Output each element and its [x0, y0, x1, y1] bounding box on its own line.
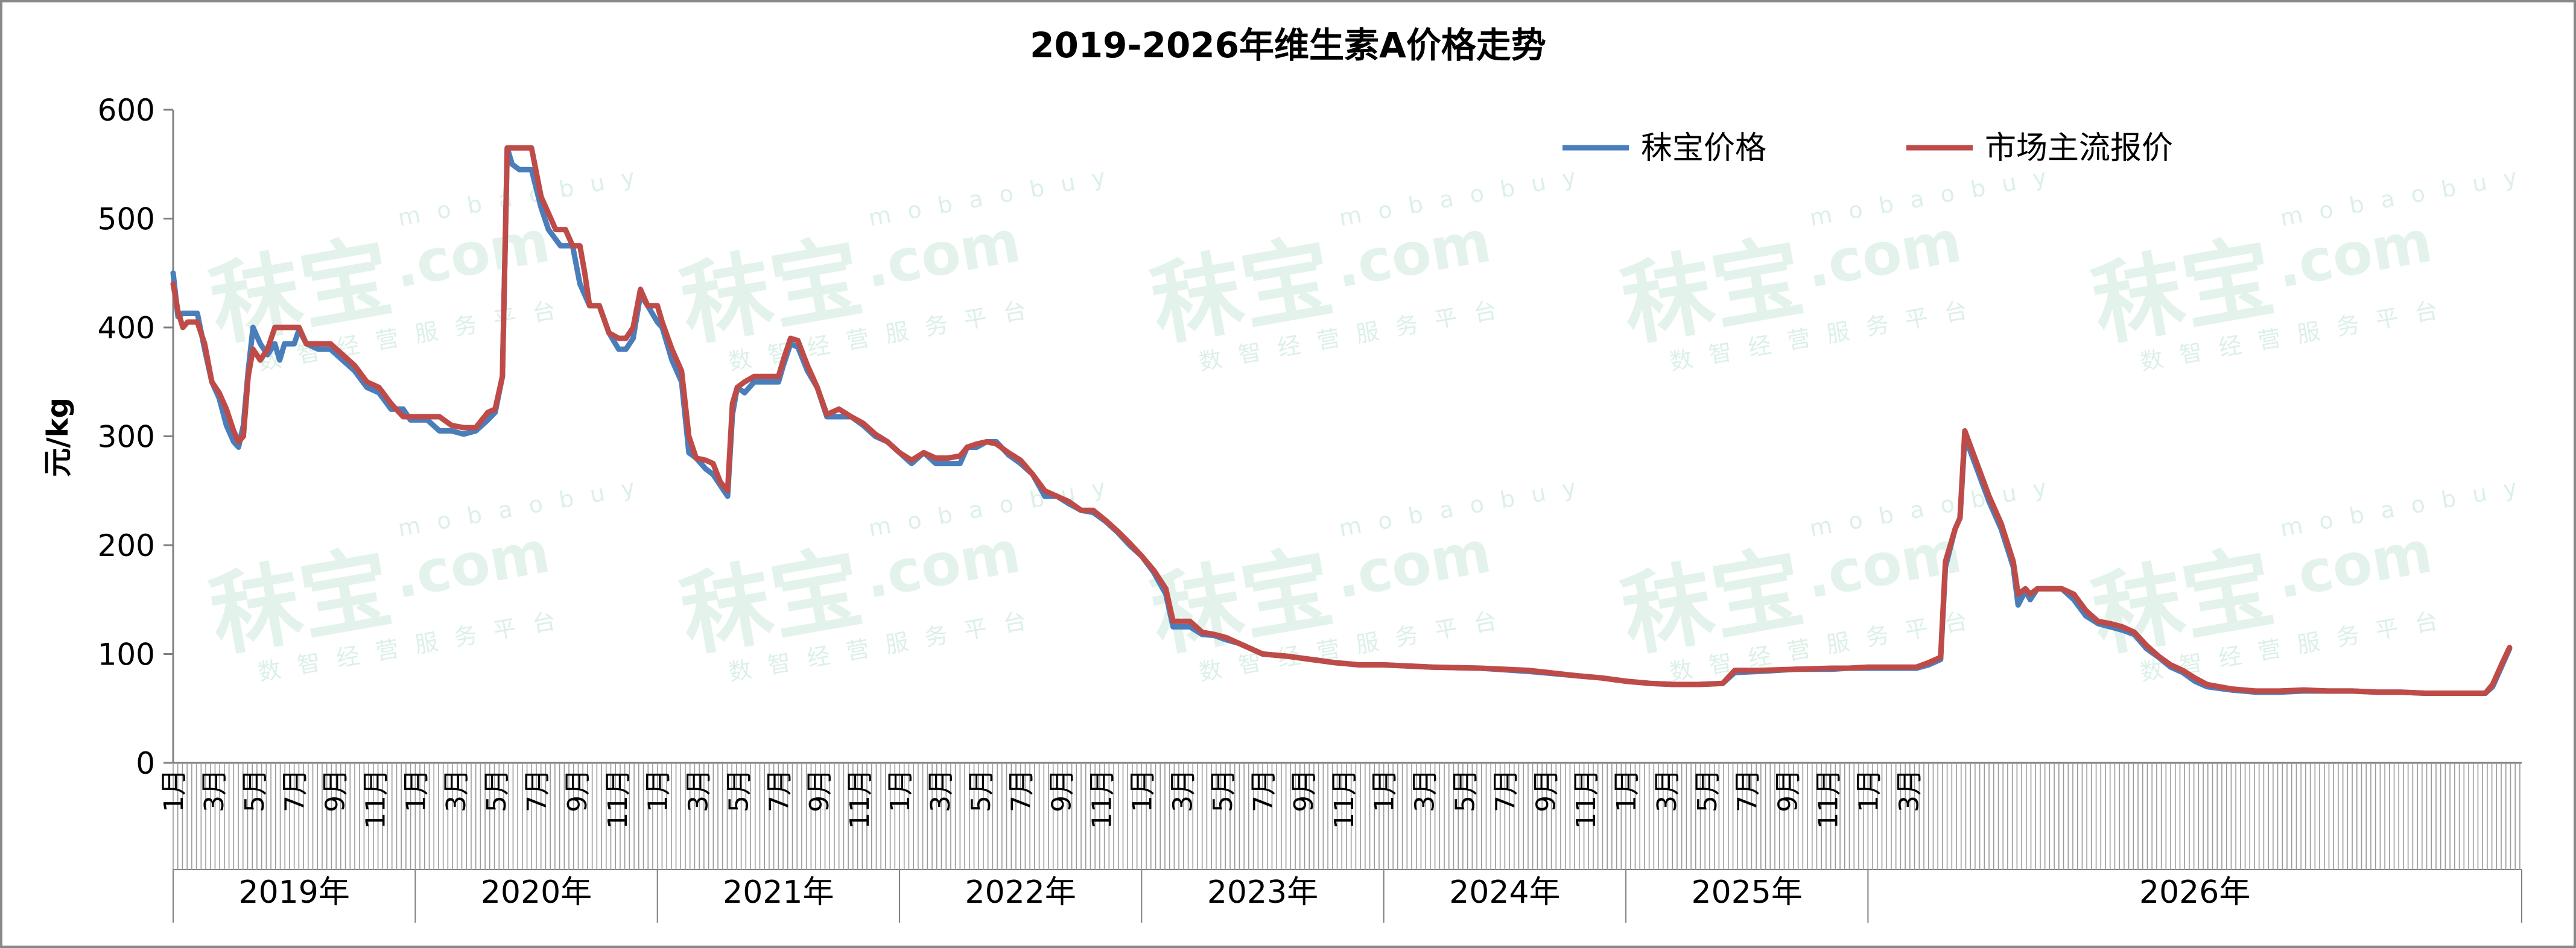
x-month-label: 5月	[240, 769, 270, 812]
x-month-label: 3月	[441, 769, 472, 812]
y-tick-label: 400	[98, 311, 155, 346]
x-month-label: 9月	[1773, 769, 1804, 812]
legend-label: 市场主流报价	[1985, 130, 2173, 166]
x-month-label: 5月	[723, 769, 754, 812]
x-month-label: 9月	[1289, 769, 1319, 812]
x-month-label: 9月	[1047, 769, 1077, 812]
x-year-label: 2022年	[965, 874, 1076, 911]
y-tick-label: 100	[98, 637, 155, 672]
legend: 秣宝价格 市场主流报价	[1562, 130, 2173, 166]
x-month-label: 1月	[1369, 769, 1400, 812]
chart-title: 2019-2026年维生素A价格走势	[1030, 25, 1546, 66]
x-month-label: 11月	[603, 769, 633, 829]
x-year-label: 2019年	[238, 874, 349, 911]
x-month-label: 1月	[159, 769, 189, 812]
x-month-label: 7月	[1733, 769, 1763, 812]
y-tick-label: 300	[98, 420, 155, 455]
x-month-label: 7月	[522, 769, 553, 812]
y-tick-label: 200	[98, 528, 155, 563]
x-month-label: 7月	[1006, 769, 1037, 812]
x-year-label: 2025年	[1692, 874, 1803, 911]
x-month-label: 3月	[925, 769, 956, 812]
x-month-label: 3月	[1167, 769, 1198, 812]
x-year-label: 2024年	[1449, 874, 1560, 911]
y-tick-label: 500	[98, 202, 155, 237]
x-month-label: 5月	[966, 769, 997, 812]
x-month-label: 3月	[684, 769, 714, 812]
x-month-label: 11月	[1813, 769, 1844, 829]
series-line-market	[170, 145, 2513, 696]
x-month-label: 7月	[1490, 769, 1521, 812]
x-month-label: 5月	[1208, 769, 1239, 812]
x-month-label: 5月	[481, 769, 512, 812]
x-month-label: 9月	[320, 769, 351, 812]
y-axis-label: 元/kg	[41, 397, 75, 477]
legend-label: 秣宝价格	[1641, 130, 1766, 166]
x-month-label: 7月	[280, 769, 311, 812]
x-year-label: 2021年	[723, 874, 834, 911]
series-layer	[170, 145, 2513, 696]
x-month-label: 11月	[845, 769, 875, 829]
x-year-label: 2023年	[1207, 874, 1318, 911]
x-month-label: 11月	[1571, 769, 1602, 829]
x-month-label: 3月	[1410, 769, 1441, 812]
x-month-label: 11月	[1329, 769, 1360, 829]
x-month-label: 11月	[360, 769, 391, 829]
x-month-label: 1月	[1127, 769, 1158, 812]
x-month-label: 1月	[401, 769, 431, 812]
x-month-label: 3月	[1652, 769, 1683, 812]
x-month-label: 9月	[562, 769, 593, 812]
x-month-label: 9月	[1531, 769, 1561, 812]
x-month-label: 1月	[1853, 769, 1884, 812]
x-month-label: 5月	[1450, 769, 1480, 812]
x-month-label: 11月	[1087, 769, 1117, 829]
x-month-label: 7月	[764, 769, 795, 812]
x-month-label: 1月	[1611, 769, 1642, 812]
x-month-label: 5月	[1692, 769, 1723, 812]
x-month-label: 1月	[643, 769, 674, 812]
y-tick-label: 0	[136, 746, 155, 781]
x-year-label: 2020年	[481, 874, 592, 911]
x-month-label: 9月	[804, 769, 835, 812]
x-month-label: 7月	[1248, 769, 1279, 812]
x-month-label: 1月	[885, 769, 916, 812]
y-tick-label: 600	[98, 93, 155, 128]
x-month-label: 3月	[1894, 769, 1924, 812]
x-year-label: 2026年	[2139, 874, 2250, 911]
x-month-label: 3月	[199, 769, 230, 812]
